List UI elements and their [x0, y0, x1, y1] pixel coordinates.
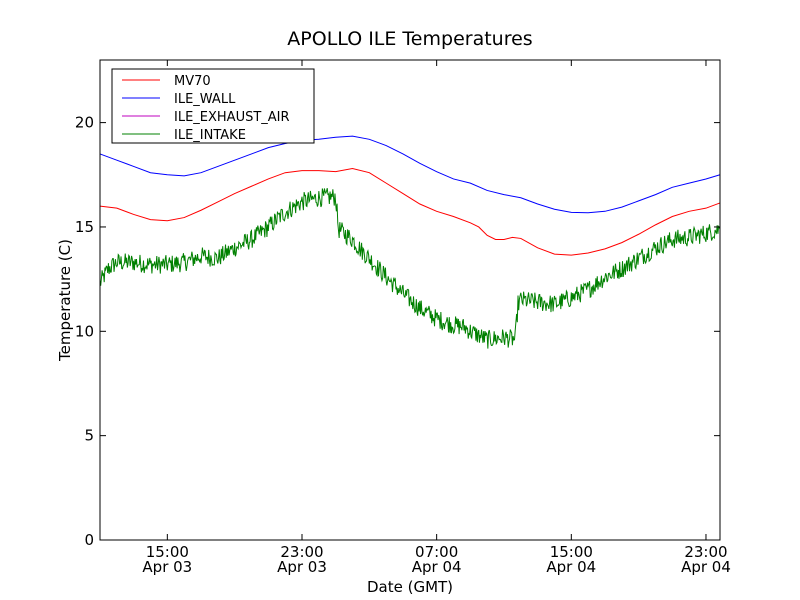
y-axis: 0 5 10 15 20 [75, 114, 720, 549]
x-tick-time-0: 15:00 [146, 543, 189, 561]
series-layer [99, 135, 721, 349]
chart-title: APOLLO ILE Temperatures [287, 28, 532, 50]
legend-label-0: MV70 [174, 74, 211, 89]
x-tick-time-1: 23:00 [280, 543, 323, 561]
y-tick-label-3: 15 [75, 218, 94, 236]
series-line-ile-wall [99, 135, 721, 214]
y-tick-label-2: 10 [75, 322, 94, 340]
x-tick-date-3: Apr 04 [546, 558, 596, 576]
plot-area-frame [99, 59, 721, 541]
x-tick-date-0: Apr 03 [142, 558, 192, 576]
series-line-mv70 [99, 168, 721, 256]
y-tick-label-1: 5 [84, 427, 94, 445]
x-tick-date-4: Apr 04 [681, 558, 731, 576]
legend-label-1: ILE_WALL [174, 92, 236, 107]
x-tick-time-4: 23:00 [684, 543, 727, 561]
x-tick-date-2: Apr 04 [412, 558, 462, 576]
series-line-ile-intake [99, 188, 721, 349]
x-tick-time-2: 07:00 [415, 543, 458, 561]
x-axis-label: Date (GMT) [367, 578, 453, 596]
x-tick-date-1: Apr 03 [277, 558, 327, 576]
y-tick-label-4: 20 [75, 114, 94, 132]
legend-box [111, 68, 315, 144]
legend-label-3: ILE_INTAKE [174, 128, 246, 143]
legend: MV70 ILE_WALL ILE_EXHAUST_AIR ILE_INTAKE [111, 68, 315, 144]
y-axis-label: Temperature (C) [56, 239, 74, 362]
legend-label-2: ILE_EXHAUST_AIR [174, 110, 290, 125]
x-tick-time-3: 15:00 [550, 543, 593, 561]
y-tick-label-0: 0 [84, 531, 94, 549]
